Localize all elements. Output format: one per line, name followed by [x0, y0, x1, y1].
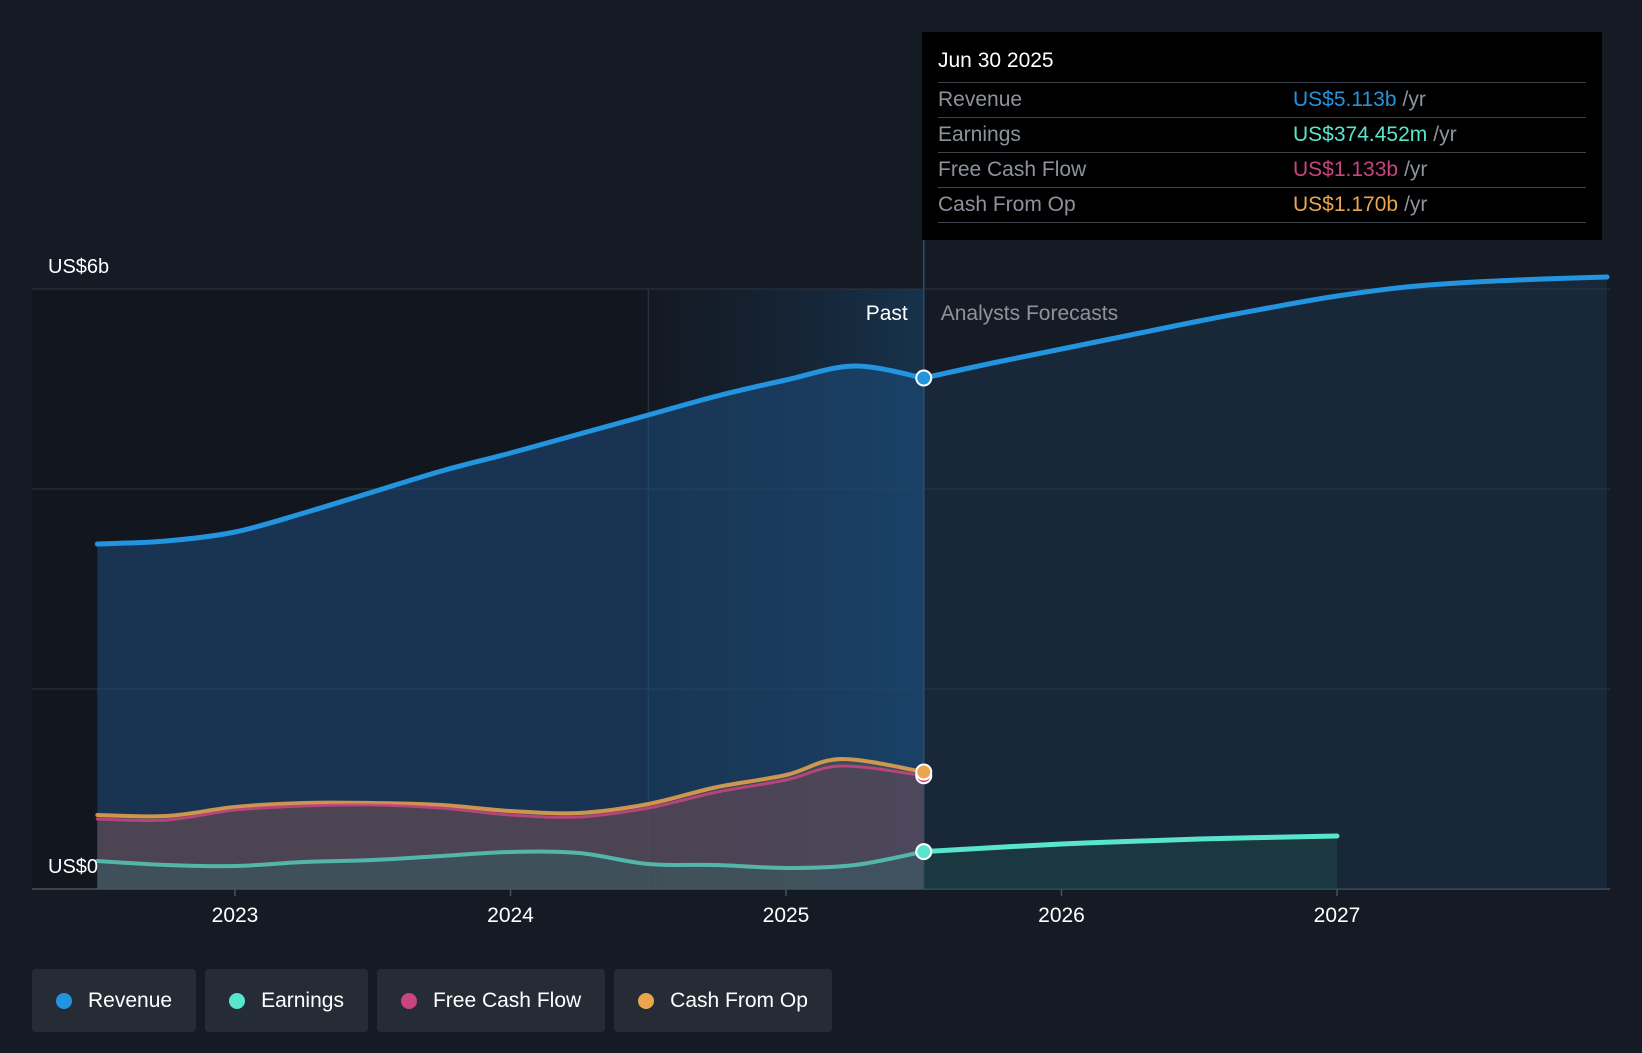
legend-item-cfo[interactable]: Cash From Op	[614, 969, 832, 1032]
tooltip-row-fcf: Free Cash Flow US$1.133b /yr	[938, 152, 1586, 187]
legend-dot-icon	[56, 992, 72, 1009]
x-tick-label: 2027	[1314, 904, 1361, 927]
legend-label: Cash From Op	[670, 988, 808, 1012]
fcf-area	[97, 765, 924, 889]
legend-dot-icon	[400, 992, 417, 1009]
earnings-area-forecast	[923, 836, 1337, 889]
revenue-line-past	[94, 363, 927, 547]
earnings-line-past	[95, 849, 926, 871]
x-tick-label: 2025	[763, 904, 810, 927]
legend-item-fcf[interactable]: Free Cash Flow	[376, 969, 606, 1032]
legend-label: Revenue	[88, 988, 173, 1012]
tooltip-date: Jun 30 2025	[938, 49, 1054, 72]
tooltip-label: Revenue	[938, 88, 1023, 111]
forecast-label: Analysts Forecasts	[941, 302, 1118, 325]
tooltip-value: US$1.170b	[1293, 193, 1399, 216]
tooltip-value: US$5.113b	[1293, 88, 1397, 111]
earnings-area-past	[97, 851, 924, 889]
cfo-line	[95, 756, 926, 819]
tooltip-label: Cash From Op	[938, 193, 1076, 216]
legend-dot-icon	[638, 992, 655, 1009]
revenue-area-forecast	[923, 277, 1607, 889]
tooltip-label: Earnings	[938, 123, 1021, 146]
earnings-line-forecast	[921, 833, 1340, 855]
tooltip: Jun 30 2025 Revenue US$5.113b /yr Earnin…	[922, 32, 1602, 240]
fcf-line	[95, 764, 926, 823]
tooltip-row-earnings: Earnings US$374.452m /yr	[938, 117, 1586, 152]
legend-item-revenue[interactable]: Revenue	[32, 969, 197, 1032]
tooltip-row-cfo: Cash From Op US$1.170b /yr	[938, 187, 1586, 223]
x-tick-label: 2026	[1038, 904, 1085, 927]
tooltip-unit: /yr	[1404, 158, 1428, 181]
legend-dot-icon	[229, 992, 246, 1009]
x-tick-label: 2024	[487, 904, 534, 927]
tooltip-unit: /yr	[1433, 123, 1457, 146]
tooltip-unit: /yr	[1402, 88, 1426, 111]
x-tick-label: 2023	[212, 904, 259, 927]
tooltip-row-revenue: Revenue US$5.113b /yr	[938, 82, 1586, 117]
revenue-point	[915, 369, 933, 387]
revenue-area-past	[97, 365, 924, 889]
y-tick-label: US$0	[48, 856, 98, 878]
tooltip-label: Free Cash Flow	[938, 158, 1087, 181]
cfo-point	[915, 763, 933, 781]
earnings-point	[915, 843, 933, 861]
revenue-line-forecast	[921, 274, 1610, 381]
legend-item-earnings[interactable]: Earnings	[205, 969, 368, 1032]
tooltip-unit: /yr	[1404, 193, 1428, 216]
legend-label: Free Cash Flow	[432, 988, 582, 1012]
legend-label: Earnings	[261, 988, 344, 1012]
tooltip-value: US$374.452m	[1293, 123, 1428, 146]
past-label: Past	[866, 302, 908, 325]
legend: Revenue Earnings Free Cash Flow Cash Fro…	[32, 969, 841, 1032]
tooltip-value: US$1.133b	[1293, 158, 1399, 181]
y-tick-label: US$6b	[48, 256, 109, 278]
